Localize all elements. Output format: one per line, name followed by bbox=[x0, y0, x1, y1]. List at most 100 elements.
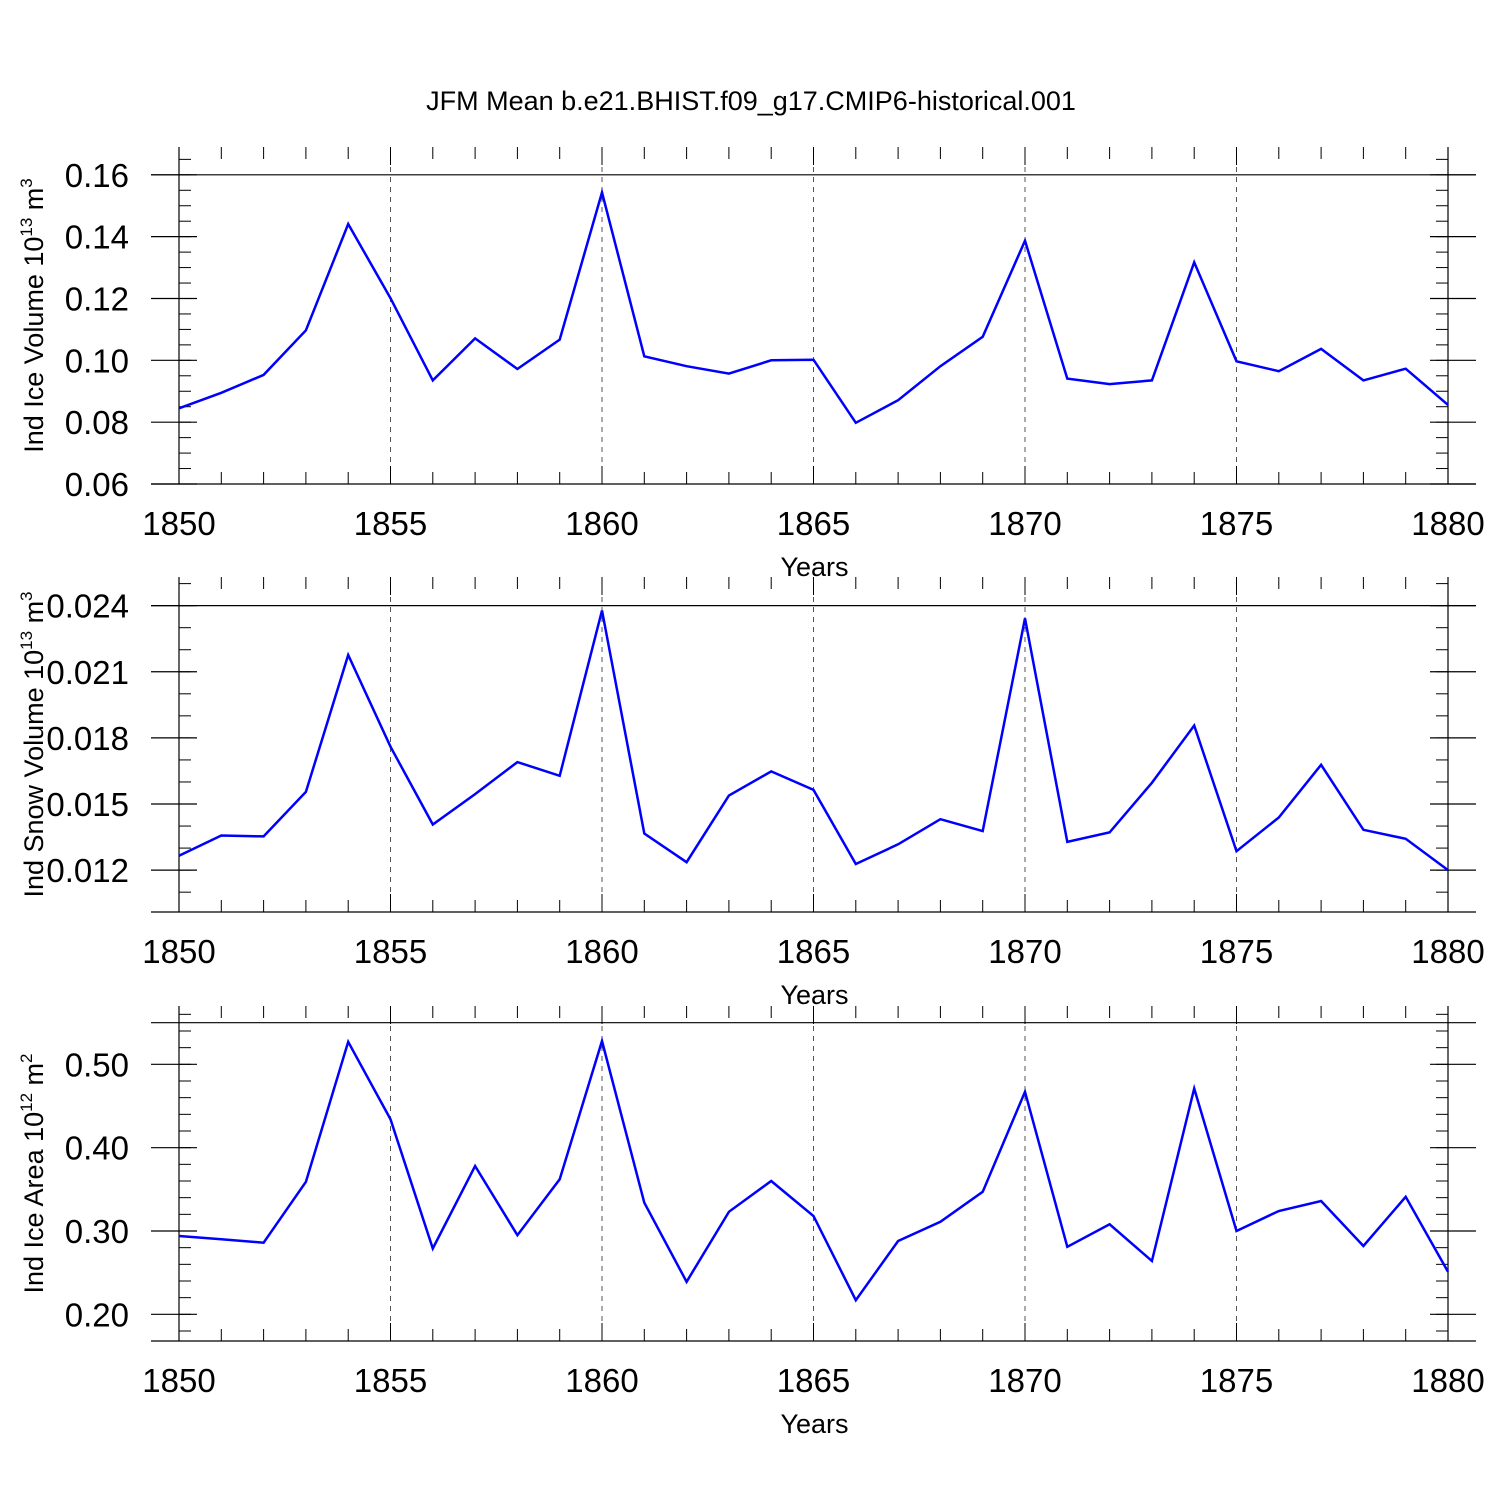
y-tick-label: 0.08 bbox=[65, 404, 129, 441]
data-point bbox=[347, 1041, 349, 1043]
chart-panel-ice-area: 1850 1855 1860 1865 1870 1875 1880 Years 0.20 0.3… bbox=[17, 1006, 1485, 1439]
data-point bbox=[770, 359, 772, 361]
x-tick-label: 1875 bbox=[1200, 933, 1273, 970]
data-point bbox=[1405, 838, 1407, 840]
data-point bbox=[220, 1238, 222, 1240]
data-point bbox=[1151, 1260, 1153, 1262]
x-tick-label: 1875 bbox=[1200, 505, 1273, 542]
x-tick-label: 1850 bbox=[142, 933, 215, 970]
data-point bbox=[516, 368, 518, 370]
data-point bbox=[939, 365, 941, 367]
data-point bbox=[1193, 1088, 1195, 1090]
x-axis-title: Years bbox=[780, 1409, 848, 1439]
series-line bbox=[178, 187, 1449, 425]
data-point bbox=[1320, 764, 1322, 766]
x-tick-label: 1880 bbox=[1411, 933, 1484, 970]
data-point bbox=[559, 1178, 561, 1180]
data-point bbox=[1278, 370, 1280, 372]
data-point bbox=[1236, 1230, 1238, 1232]
x-tick-label: 1855 bbox=[354, 933, 427, 970]
data-point bbox=[1066, 841, 1068, 843]
data-point bbox=[813, 1215, 815, 1217]
data-point bbox=[516, 1234, 518, 1236]
chart-title: JFM Mean b.e21.BHIST.f09_g17.CMIP6-histo… bbox=[426, 86, 1076, 116]
data-point bbox=[432, 379, 434, 381]
data-point bbox=[559, 339, 561, 341]
x-tick-label: 1870 bbox=[988, 1362, 1061, 1399]
y-tick-label: 0.40 bbox=[65, 1130, 129, 1167]
data-point bbox=[474, 793, 476, 795]
y-tick-label: 0.012 bbox=[46, 852, 129, 889]
y-tick-label: 0.021 bbox=[46, 654, 129, 691]
data-point bbox=[1447, 869, 1449, 871]
data-point bbox=[347, 223, 349, 225]
data-point bbox=[939, 818, 941, 820]
y-axis-title-exponent: 12 bbox=[17, 1093, 36, 1112]
y-tick-label: 0.20 bbox=[65, 1296, 129, 1333]
y-tick-label: 0.50 bbox=[65, 1046, 129, 1083]
y-tick-label: 0.06 bbox=[65, 466, 129, 503]
data-point bbox=[474, 337, 476, 339]
y-tick-label: 0.14 bbox=[65, 219, 129, 256]
y-axis-title-unit-exponent: 3 bbox=[17, 178, 36, 187]
x-tick-label: 1855 bbox=[354, 505, 427, 542]
data-point bbox=[432, 1248, 434, 1250]
data-point bbox=[178, 1235, 180, 1237]
y-axis-title-unit-exponent: 2 bbox=[17, 1053, 36, 1062]
y-axis-title-unit: m bbox=[19, 601, 49, 631]
x-tick-label: 1860 bbox=[565, 933, 638, 970]
data-point bbox=[305, 1181, 307, 1183]
x-tick-label: 1865 bbox=[777, 505, 850, 542]
data-point bbox=[263, 374, 265, 376]
y-tick-label: 0.10 bbox=[65, 342, 129, 379]
series-line bbox=[178, 610, 1449, 872]
data-point bbox=[1405, 368, 1407, 370]
data-point bbox=[643, 833, 645, 835]
series-line bbox=[178, 1036, 1450, 1303]
y-axis-title-main: Ind Ice Volume 10 bbox=[19, 237, 49, 453]
data-point bbox=[686, 861, 688, 863]
data-point bbox=[1024, 617, 1026, 619]
y-axis-title: Ind Snow Volume 1013 m3 bbox=[17, 591, 49, 897]
chart-panel-snow-volume: 1850 1855 1860 1865 1870 1875 1880 Years 0.012 0.… bbox=[17, 577, 1485, 1010]
data-point bbox=[643, 355, 645, 357]
data-point bbox=[1193, 261, 1195, 263]
x-tick-label: 1865 bbox=[777, 1362, 850, 1399]
data-point bbox=[220, 835, 222, 837]
data-point bbox=[305, 329, 307, 331]
y-axis-title-main: Ind Snow Volume 10 bbox=[19, 650, 49, 898]
data-point bbox=[178, 855, 180, 857]
data-point bbox=[601, 610, 603, 612]
data-point bbox=[1362, 379, 1364, 381]
x-tick-label: 1860 bbox=[565, 1362, 638, 1399]
data-point bbox=[728, 1211, 730, 1213]
data-point bbox=[1193, 725, 1195, 727]
data-point bbox=[855, 863, 857, 865]
x-tick-label: 1880 bbox=[1411, 505, 1484, 542]
data-point bbox=[1066, 378, 1068, 380]
x-tick-label: 1855 bbox=[354, 1362, 427, 1399]
data-point bbox=[1278, 1210, 1280, 1212]
data-point bbox=[643, 1202, 645, 1204]
data-point bbox=[601, 1040, 603, 1042]
y-axis-title-exponent: 13 bbox=[17, 218, 36, 237]
data-point bbox=[686, 365, 688, 367]
data-point bbox=[1320, 348, 1322, 350]
data-point bbox=[1362, 1245, 1364, 1247]
data-point bbox=[390, 1118, 392, 1120]
data-point bbox=[1320, 1200, 1322, 1202]
data-point bbox=[770, 1180, 772, 1182]
data-point bbox=[1024, 240, 1026, 242]
data-point bbox=[1109, 1223, 1111, 1225]
x-tick-label: 1850 bbox=[142, 505, 215, 542]
data-point bbox=[474, 1165, 476, 1167]
data-point bbox=[1236, 360, 1238, 362]
data-point bbox=[263, 1242, 265, 1244]
data-point bbox=[220, 392, 222, 394]
x-axis-title: Years bbox=[780, 552, 848, 582]
chart-panel-ice-volume: 1850 1855 1860 1865 1870 1875 1880 Years 0.06 0.0… bbox=[17, 147, 1485, 582]
y-tick-label: 0.015 bbox=[46, 786, 129, 823]
data-point bbox=[1362, 829, 1364, 831]
data-point bbox=[1278, 816, 1280, 818]
